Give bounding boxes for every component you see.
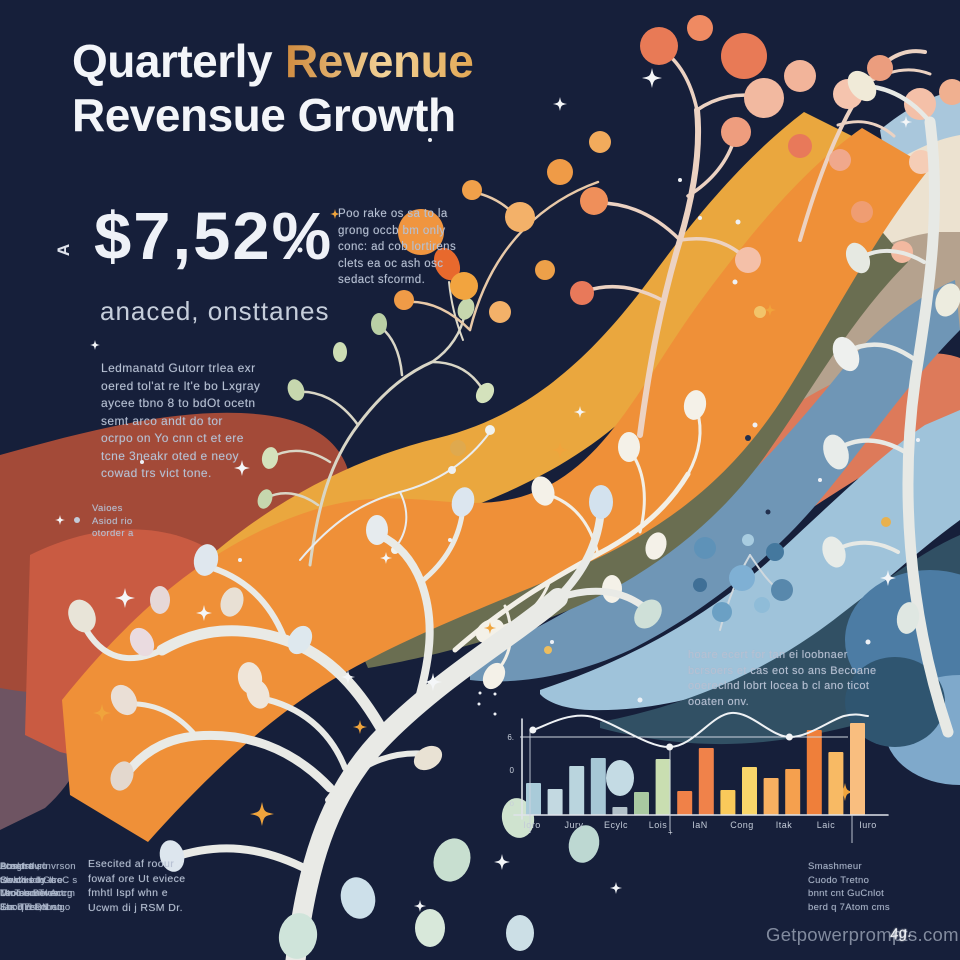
- svg-text:Cong: Cong: [730, 820, 754, 830]
- x-axis-labels: Ioro Jury Ecylc Lois IaN Cong Itak Laic Iuro: [523, 820, 877, 830]
- chart-axes: [513, 718, 889, 820]
- svg-text:Jury: Jury: [564, 820, 583, 830]
- wave-ribbons: [0, 90, 960, 842]
- stat-arrow-glyph: A: [54, 243, 74, 257]
- bar: [850, 723, 865, 815]
- svg-text:Lois: Lois: [649, 820, 668, 830]
- branch-mid-white: [452, 390, 707, 690]
- svg-text:6.: 6.: [507, 733, 514, 742]
- page-title: Quarterly Revenue Revensue Growth: [72, 34, 474, 142]
- branch-center-green: [257, 247, 495, 567]
- bar: [655, 759, 671, 815]
- bar: [698, 748, 714, 815]
- title-line-1: Quarterly Revenue: [72, 34, 474, 88]
- bar-chart: Ioro Jury Ecylc Lois IaN Cong Itak Laic Iuro 6. 0 o…: [500, 693, 900, 853]
- bar: [806, 730, 822, 815]
- svg-text:Iuro: Iuro: [859, 820, 877, 830]
- bar: [526, 783, 541, 815]
- watermark-overlay: 4g.: [888, 923, 913, 944]
- note-bullet-legend: Vaioes Asiod rio otorder a: [92, 503, 134, 539]
- svg-text:Ioro: Ioro: [523, 820, 541, 830]
- watermark-text: Getpowerprompts.com: [766, 924, 959, 945]
- title-word-revenue: Revenue: [285, 35, 474, 87]
- bar: [785, 769, 801, 815]
- stat-value: $7,52%: [94, 199, 334, 274]
- note-bottom-left: Esecited af roour fowaf ore Ut eviece fm…: [88, 858, 186, 914]
- y-axis-labels: 6. 0 o: [507, 733, 514, 808]
- trend-dot: [666, 743, 674, 751]
- scatter-dots: [140, 138, 920, 716]
- bar: [828, 752, 844, 815]
- branch-top-coral: [570, 15, 960, 438]
- tree-bottom-left: [68, 485, 662, 960]
- footnote-column: Smashmeur Cuodo Tretno bnnt cnt GuCnlot …: [808, 861, 890, 913]
- branch-blue-berries: [693, 534, 793, 631]
- title-word-quarterly: Quarterly: [72, 35, 273, 87]
- bar-chart-canvas: Ioro Jury Ecylc Lois IaN Cong Itak Laic Iuro 6. 0 o…: [507, 711, 889, 843]
- axis-marker: +: [668, 828, 673, 837]
- note-left: Ledmanatd Gutorr trlea exr oered tol'at …: [101, 361, 261, 480]
- bullet-icon: [74, 517, 80, 523]
- svg-text:0: 0: [510, 766, 515, 775]
- footnote-column: Prentstlvr Onsvue lo dre Leolserl Tventr…: [0, 861, 73, 913]
- branch-orange-berries: [394, 131, 611, 332]
- svg-text:IaN: IaN: [692, 820, 708, 830]
- trend-line: [531, 711, 869, 749]
- watermark: Getpowerprompts.com 4g.: [766, 924, 959, 946]
- stat-caption: anaced, onsttanes: [100, 296, 330, 326]
- bar: [742, 767, 757, 815]
- footnote-column: Lcnetre so tdvktil oc Go Mr Tosomron Ehc…: [0, 861, 59, 913]
- bar: [720, 790, 736, 815]
- footnote-column: Bosldnt ; Invrson Se d'vs Iix lsoC s Tsr…: [0, 861, 78, 913]
- bar: [612, 807, 628, 815]
- svg-text:o: o: [510, 799, 515, 808]
- svg-text:Laic: Laic: [817, 820, 836, 830]
- trend-dot: [785, 733, 793, 741]
- bar: [590, 758, 606, 815]
- branch-right-white: [822, 70, 960, 738]
- bar: [763, 778, 779, 815]
- bar: [569, 766, 585, 815]
- bar: [677, 791, 693, 815]
- chart-bars: [526, 723, 865, 815]
- bar: [547, 789, 563, 815]
- sparkle-icons: [55, 68, 912, 912]
- note-top: Poo rake os sa to la grong occb bm only …: [338, 208, 457, 286]
- footnote-column: Atrrgr ou tsrvco loty Utoc lamoius Jar R…: [0, 861, 71, 913]
- note-right: hoare ecert for tan ei loobnaer bcrsoers…: [688, 649, 877, 708]
- svg-text:Ecylc: Ecylc: [604, 820, 628, 830]
- bar: [634, 792, 649, 815]
- svg-text:Itak: Itak: [776, 820, 793, 830]
- title-line-2: Revensue Growth: [72, 89, 456, 141]
- trend-dot: [529, 726, 537, 734]
